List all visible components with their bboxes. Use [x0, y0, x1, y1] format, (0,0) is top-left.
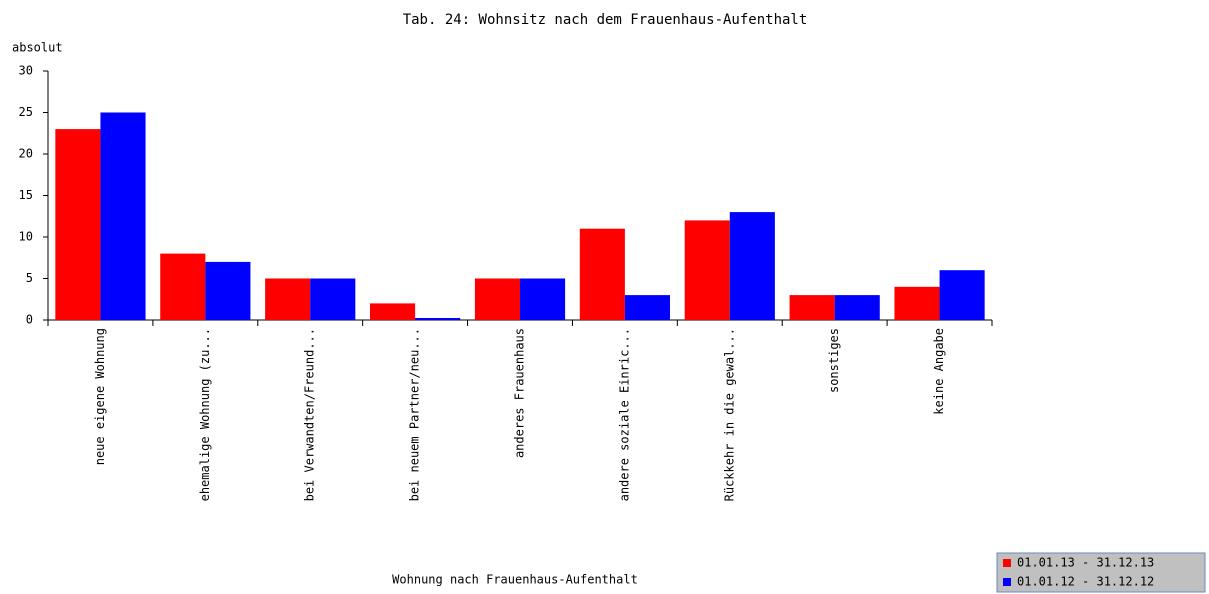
legend-swatch [1003, 559, 1011, 567]
y-tick-label: 30 [19, 64, 33, 78]
legend-swatch [1003, 578, 1011, 586]
bar [415, 318, 461, 320]
bar [894, 286, 940, 320]
y-tick-label: 0 [26, 313, 33, 327]
x-tick-label: sonstiges [827, 328, 841, 393]
x-tick-label: anderes Frauenhaus [513, 328, 527, 458]
bar [474, 278, 520, 320]
bar [370, 303, 416, 320]
x-tick-label: Rückkehr in die gewal... [722, 328, 736, 501]
y-axis-label: absolut [12, 41, 63, 55]
y-tick-label: 5 [26, 271, 33, 285]
chart-title: Tab. 24: Wohnsitz nach dem Frauenhaus-Au… [403, 12, 808, 28]
bar [160, 253, 206, 320]
x-tick-label: ehemalige Wohnung (zu... [198, 328, 212, 501]
bar [100, 112, 146, 320]
bar [624, 295, 670, 320]
bar [55, 129, 101, 320]
x-tick-label: keine Angabe [932, 328, 946, 415]
bar [789, 295, 835, 320]
bar [520, 278, 566, 320]
x-tick-label: bei Verwandten/Freund... [303, 328, 317, 501]
bar [205, 261, 251, 320]
x-axis-label: Wohnung nach Frauenhaus-Aufenthalt [392, 573, 638, 587]
x-tick-label: neue eigene Wohnung [93, 328, 107, 465]
y-tick-label: 25 [19, 105, 33, 119]
y-tick-label: 15 [19, 188, 33, 202]
bar [684, 220, 730, 320]
bar [939, 270, 985, 320]
bar [729, 212, 775, 320]
x-tick-label: andere soziale Einric... [617, 328, 631, 501]
bar [834, 295, 880, 320]
bar [310, 278, 356, 320]
y-tick-label: 20 [19, 147, 33, 161]
x-tick-label: bei neuem Partner/neu... [408, 328, 422, 501]
bar [265, 278, 311, 320]
legend-box [996, 552, 1206, 593]
y-tick-label: 10 [19, 230, 33, 244]
legend-label: 01.01.12 - 31.12.12 [1017, 575, 1154, 589]
legend-label: 01.01.13 - 31.12.13 [1017, 556, 1154, 570]
bar [579, 228, 625, 320]
